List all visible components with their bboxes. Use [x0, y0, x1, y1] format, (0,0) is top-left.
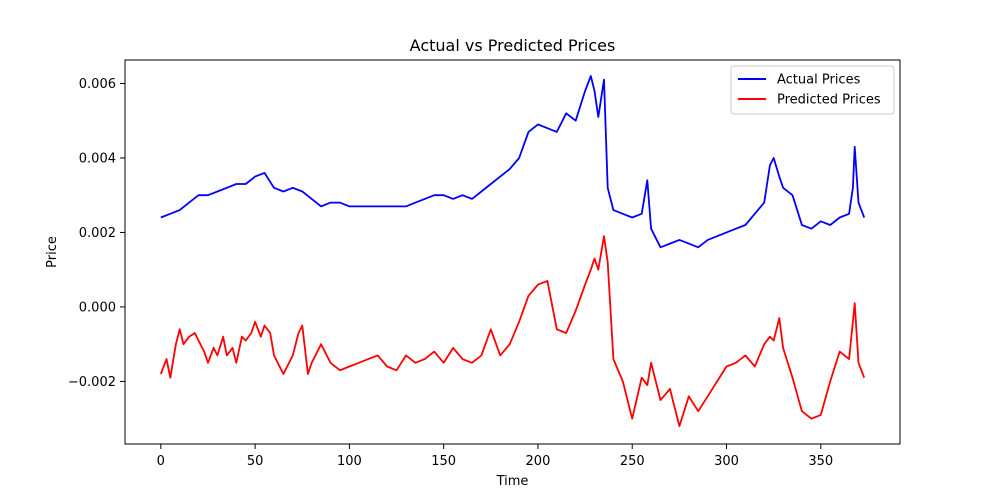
y-tick-label: 0.000	[79, 300, 116, 315]
legend-label-predicted: Predicted Prices	[777, 93, 881, 108]
x-tick-label: 300	[714, 454, 739, 469]
series-line-0	[160, 75, 866, 249]
x-axis-title: Time	[496, 474, 529, 489]
legend: Actual Prices Predicted Prices	[730, 65, 895, 115]
x-tick-label: 0	[157, 454, 165, 469]
y-axis: −0.002 0.000 0.002 0.004 0.006	[68, 77, 125, 390]
x-tick-label: 150	[431, 454, 456, 469]
x-tick-label: 350	[808, 454, 833, 469]
legend-box	[730, 65, 895, 115]
x-tick-label: 50	[247, 454, 264, 469]
y-tick-label: 0.002	[79, 226, 116, 241]
legend-label-actual: Actual Prices	[777, 73, 861, 88]
y-tick-label: 0.006	[79, 77, 116, 92]
plot-frame	[124, 59, 901, 445]
x-tick-label: 250	[620, 454, 645, 469]
y-tick-label: 0.004	[79, 151, 116, 166]
y-axis-title: Price	[45, 236, 60, 268]
y-tick-label: −0.002	[68, 375, 116, 390]
x-axis: 0 50 100 150 200 250 300 350	[157, 444, 833, 469]
x-tick-label: 200	[526, 454, 551, 469]
x-tick-label: 100	[337, 454, 362, 469]
series-line-1	[159, 235, 866, 428]
chart-title: Actual vs Predicted Prices	[410, 36, 616, 55]
plot-area	[159, 75, 866, 428]
